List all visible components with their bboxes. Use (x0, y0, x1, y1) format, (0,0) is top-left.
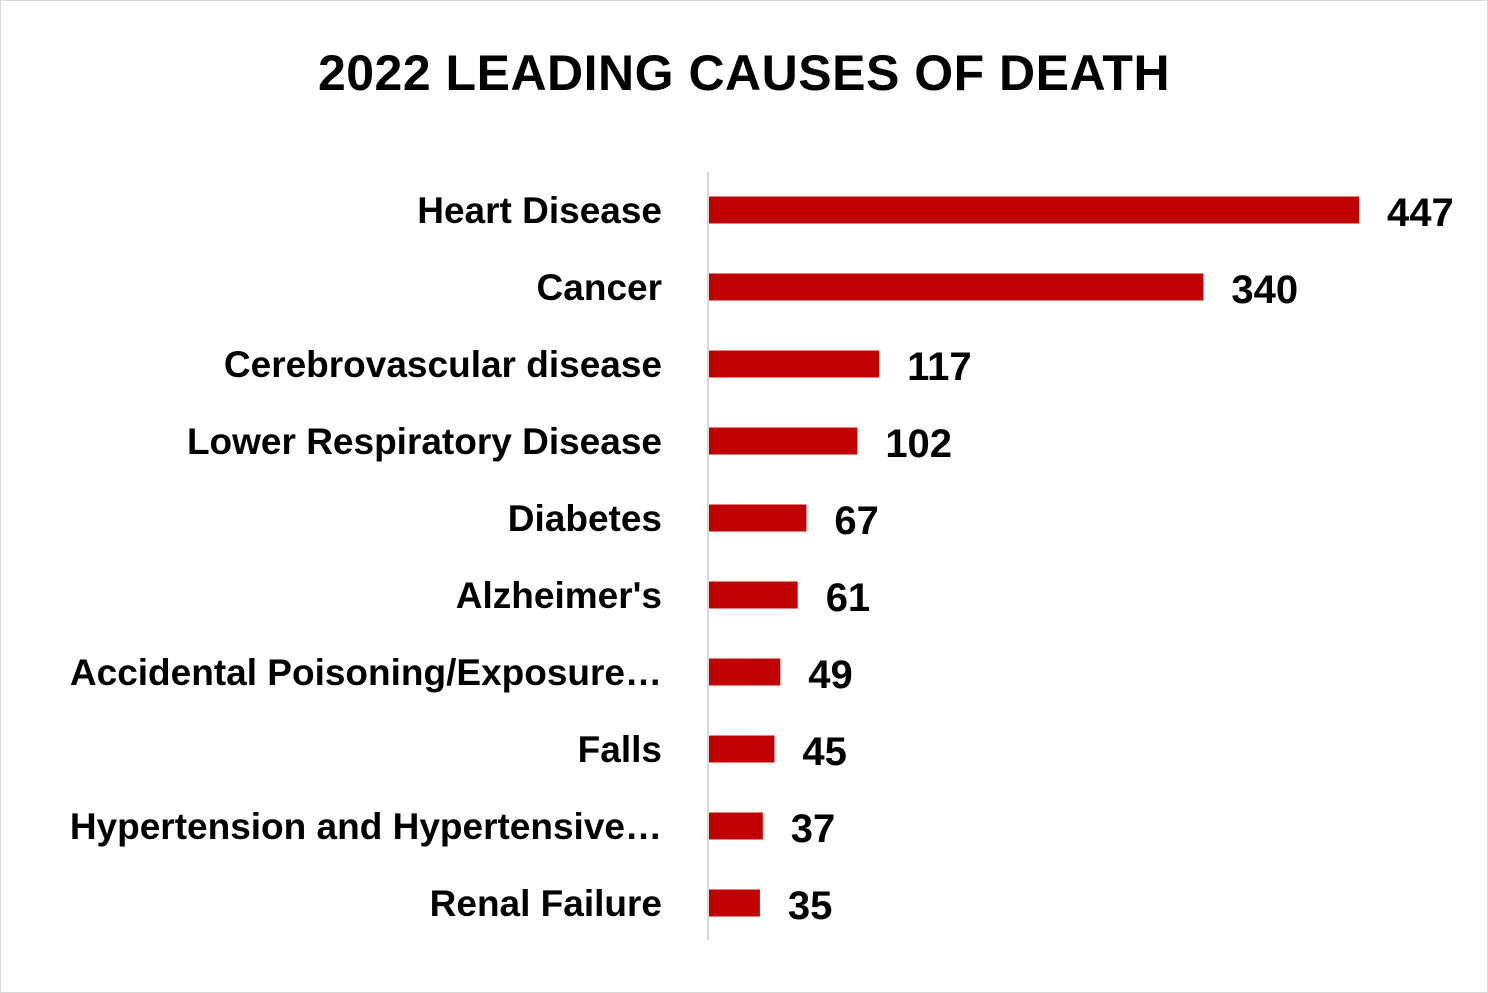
category-label: Falls (578, 729, 662, 770)
category-label: Hypertension and Hypertensive… (70, 806, 662, 847)
bar (709, 350, 880, 378)
bar (709, 196, 1359, 224)
data-label: 45 (802, 730, 847, 774)
data-label: 37 (791, 807, 836, 851)
category-label: Alzheimer's (456, 575, 662, 616)
data-label: 61 (826, 576, 871, 620)
chart-title: 2022 LEADING CAUSES OF DEATH (317, 45, 1171, 101)
data-label: 340 (1231, 268, 1298, 312)
bar (709, 504, 807, 532)
category-label: Heart Disease (417, 190, 662, 231)
data-label: 67 (834, 499, 879, 543)
category-label: Cancer (537, 267, 662, 308)
category-labels-group: Heart Disease Cancer Cerebrovascular disea… (70, 190, 662, 924)
category-label: Diabetes (508, 498, 662, 539)
category-label: Lower Respiratory Disease (187, 421, 662, 462)
data-label: 447 (1387, 191, 1454, 235)
category-label: Accidental Poisoning/Exposure… (70, 652, 662, 693)
category-label: Renal Failure (430, 883, 662, 924)
bar (709, 812, 763, 840)
bars-group (709, 196, 1359, 917)
data-label: 102 (885, 422, 952, 466)
data-label: 117 (907, 345, 972, 389)
bar (709, 658, 781, 686)
bar (709, 735, 775, 763)
data-label: 35 (788, 884, 833, 928)
bar (709, 427, 858, 455)
category-label: Cerebrovascular disease (224, 344, 662, 385)
bar (709, 889, 760, 917)
bar (709, 581, 798, 609)
data-label: 49 (808, 653, 853, 697)
bar (709, 273, 1204, 301)
